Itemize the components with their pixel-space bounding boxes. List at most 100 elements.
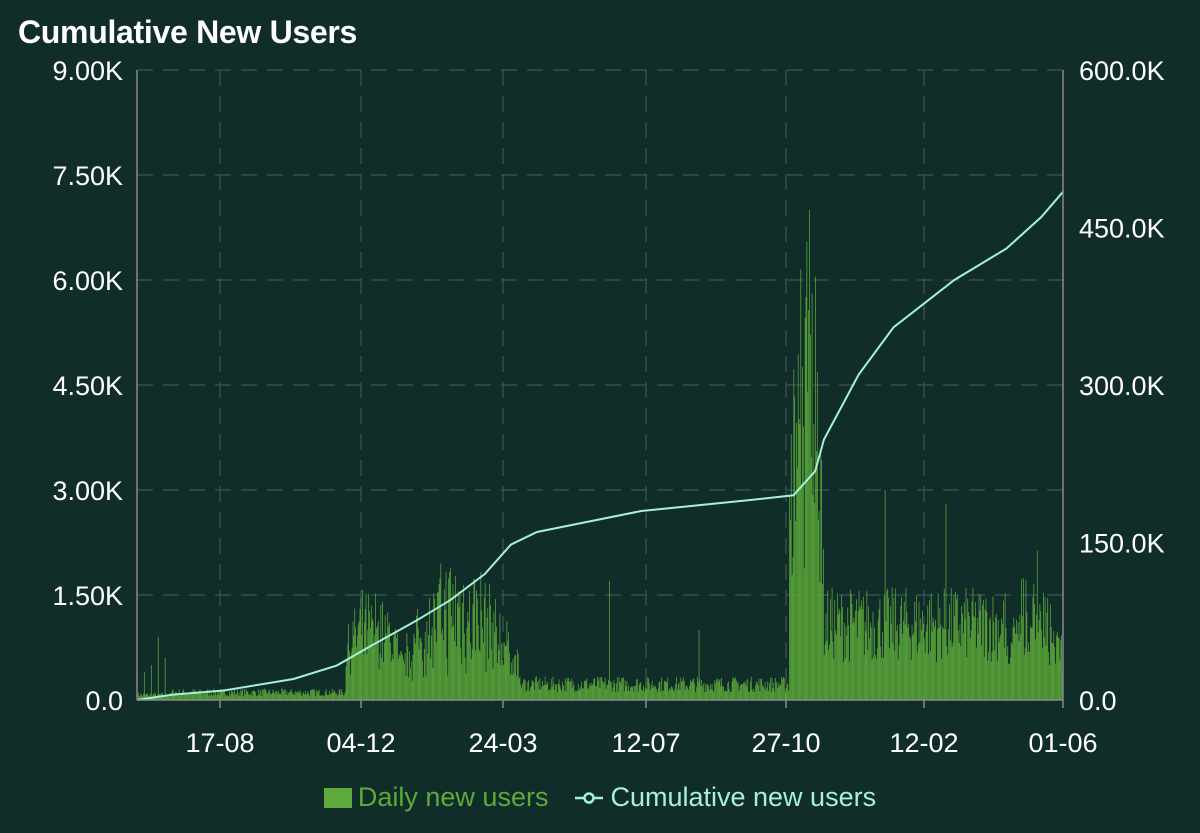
daily-bar bbox=[628, 685, 629, 700]
daily-bar bbox=[995, 617, 996, 700]
daily-bar bbox=[382, 601, 383, 700]
daily-bar bbox=[465, 673, 467, 700]
daily-bar bbox=[753, 688, 755, 700]
daily-bar bbox=[774, 691, 776, 700]
daily-bar bbox=[776, 688, 778, 700]
daily-bar bbox=[440, 563, 442, 700]
daily-bar bbox=[892, 643, 894, 700]
daily-bar bbox=[817, 519, 819, 700]
daily-bar bbox=[256, 695, 258, 700]
daily-bar bbox=[917, 644, 919, 700]
daily-bar bbox=[1012, 627, 1014, 700]
daily-bar bbox=[253, 690, 255, 700]
daily-bar bbox=[960, 646, 962, 700]
daily-bar bbox=[915, 621, 916, 700]
daily-bar bbox=[1014, 626, 1016, 700]
daily-bar bbox=[450, 568, 451, 700]
daily-bar bbox=[252, 690, 254, 700]
daily-bar bbox=[835, 630, 836, 700]
daily-bar bbox=[317, 690, 319, 700]
daily-bar bbox=[445, 571, 447, 700]
daily-bar bbox=[630, 687, 631, 700]
daily-bar bbox=[147, 693, 149, 700]
daily-bar bbox=[249, 694, 250, 700]
daily-bar bbox=[964, 619, 966, 700]
daily-bar bbox=[342, 692, 343, 700]
daily-bar bbox=[843, 622, 845, 700]
daily-bar bbox=[256, 695, 257, 700]
daily-bar bbox=[506, 621, 508, 700]
daily-bar bbox=[786, 684, 788, 700]
daily-bar bbox=[953, 595, 955, 700]
daily-bar bbox=[1003, 648, 1005, 700]
daily-bar bbox=[605, 689, 607, 700]
daily-bar bbox=[755, 685, 756, 700]
daily-bar bbox=[955, 591, 956, 700]
daily-bar bbox=[531, 680, 533, 700]
daily-bar bbox=[906, 611, 908, 700]
daily-bar bbox=[345, 666, 347, 700]
daily-bar bbox=[503, 642, 505, 700]
daily-bar bbox=[350, 652, 352, 700]
daily-bar bbox=[386, 637, 388, 700]
daily-bar bbox=[876, 658, 877, 700]
daily-bar bbox=[880, 646, 882, 700]
daily-bar bbox=[657, 688, 659, 700]
daily-bar bbox=[436, 592, 438, 700]
daily-bar bbox=[866, 591, 868, 700]
daily-bar bbox=[802, 367, 803, 700]
daily-bar bbox=[709, 689, 710, 700]
daily-bar bbox=[263, 688, 265, 700]
daily-bar bbox=[1060, 640, 1062, 700]
daily-bar bbox=[199, 689, 201, 700]
daily-bar bbox=[845, 626, 847, 700]
daily-bar bbox=[376, 628, 377, 700]
daily-bar bbox=[176, 692, 177, 700]
daily-bar bbox=[163, 695, 165, 700]
daily-bar bbox=[505, 646, 507, 700]
daily-bar bbox=[231, 692, 233, 700]
daily-bar bbox=[190, 692, 191, 700]
daily-bar bbox=[566, 677, 568, 700]
daily-bar bbox=[319, 695, 321, 700]
daily-bar bbox=[767, 681, 769, 700]
daily-bar bbox=[973, 616, 975, 700]
daily-bar bbox=[290, 690, 291, 700]
daily-bar bbox=[213, 688, 215, 700]
daily-bar bbox=[611, 692, 613, 700]
y-left-tick-label: 6.00K bbox=[52, 266, 123, 296]
y-right-tick-label: 450.0K bbox=[1079, 214, 1165, 244]
daily-bar bbox=[716, 679, 717, 700]
daily-bar bbox=[700, 685, 702, 700]
daily-bar bbox=[967, 598, 969, 700]
daily-bar bbox=[150, 693, 151, 700]
daily-bar bbox=[670, 686, 672, 700]
daily-bar bbox=[487, 607, 489, 700]
daily-bar bbox=[426, 621, 428, 700]
daily-bar bbox=[909, 635, 910, 700]
daily-bar bbox=[624, 680, 626, 700]
daily-bar bbox=[726, 691, 728, 700]
daily-bar bbox=[702, 686, 703, 700]
daily-bar bbox=[583, 680, 585, 700]
daily-bar bbox=[514, 655, 516, 700]
legend-item-daily-new-users[interactable]: Daily new users bbox=[323, 782, 548, 813]
daily-bar bbox=[443, 640, 444, 700]
daily-bar bbox=[435, 629, 436, 700]
legend-item-cumulative-new-users[interactable]: Cumulative new users bbox=[574, 782, 876, 813]
daily-bar bbox=[220, 689, 222, 700]
daily-bar bbox=[956, 599, 957, 700]
daily-bar bbox=[423, 649, 425, 700]
daily-bar bbox=[573, 684, 575, 700]
daily-bar bbox=[468, 621, 470, 700]
daily-bar bbox=[1011, 644, 1013, 700]
daily-bar bbox=[348, 624, 350, 700]
axes: 0.0 1.50K 3.00K 4.50K 6.00K 7.50K 9.00K 0.0 150.… bbox=[52, 56, 1164, 758]
daily-bar bbox=[592, 683, 594, 700]
y-left-tick-label: 1.50K bbox=[52, 581, 123, 611]
daily-bar bbox=[273, 692, 275, 700]
daily-bar bbox=[660, 691, 662, 700]
daily-bar bbox=[1029, 651, 1030, 700]
daily-bar bbox=[271, 693, 273, 700]
daily-bar bbox=[293, 692, 295, 700]
